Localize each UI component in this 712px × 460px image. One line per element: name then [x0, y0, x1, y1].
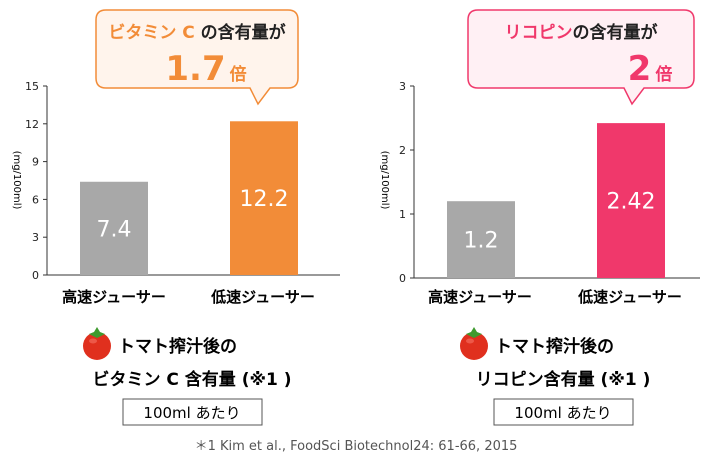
vitamin-c-y-tick-label: 6 — [32, 193, 39, 206]
vitamin-c-bubble-shape — [95, 9, 299, 106]
lycopene-unit-box — [493, 398, 634, 426]
lycopene-y-tick-label: 1 — [399, 208, 406, 221]
vitamin-c-caption-line1: トマト搾汁後の — [118, 336, 237, 357]
vitamin-c-unit-text: 100ml あたり — [143, 404, 240, 422]
vitamin-c-y-tick-label: 15 — [25, 80, 39, 93]
lycopene-y-axis-label: (mg/100ml) — [379, 151, 390, 210]
vitamin-c-y-axis: 0 3 6 9 12 15 — [25, 80, 48, 282]
vitamin-c-y-tick-label: 3 — [32, 231, 39, 244]
vitamin-c-bubble: ビタミン C の含有量が 1.7 倍 — [95, 9, 299, 106]
lycopene-y-tick-label: 0 — [399, 272, 406, 285]
lycopene-bar-value-label: 1.2 — [464, 229, 499, 254]
vitamin-c-caption-line2: ビタミン C 含有量 (※1 ) — [92, 369, 291, 390]
lycopene-bars: 1.2 2.42 — [447, 123, 665, 279]
tomato-icon-left — [83, 327, 111, 360]
lycopene-y-tick-label: 3 — [399, 80, 406, 93]
vitamin-c-chart: ビタミン C の含有量が 1.7 倍 (mg/100ml) 0 3 6 9 12 15 7.… — [11, 9, 340, 426]
lycopene-bubble-shape — [467, 9, 695, 106]
footnote: ＊1 Kim et al., FoodSci Biotechnol24: 61-… — [195, 439, 518, 454]
lycopene-bubble-headline: リコピンの含有量が — [505, 22, 658, 43]
lycopene-bar-high-speed — [447, 201, 515, 278]
lycopene-y-tick-label: 2 — [399, 144, 406, 157]
vitamin-c-y-axis-label: (mg/100ml) — [11, 151, 22, 210]
lycopene-unit-text: 100ml あたり — [514, 404, 611, 422]
vitamin-c-bar-low-speed — [230, 121, 298, 275]
lycopene-caption-line1: トマト搾汁後の — [495, 336, 614, 357]
vitamin-c-unit-box — [122, 398, 263, 426]
lycopene-caption-line2: リコピン含有量 (※1 ) — [476, 369, 651, 390]
vitamin-c-category-high-speed: 高速ジューサー — [62, 288, 166, 306]
lycopene-category-high-speed: 高速ジューサー — [428, 288, 532, 306]
vitamin-c-bar-high-speed — [80, 181, 148, 275]
vitamin-c-y-tick-label: 0 — [32, 269, 39, 282]
vitamin-c-bar-value-label: 7.4 — [97, 217, 132, 242]
vitamin-c-bars: 7.4 12.2 — [80, 121, 298, 275]
lycopene-y-axis: 0 1 2 3 — [399, 80, 415, 285]
lycopene-category-low-speed: 低速ジューサー — [577, 288, 682, 306]
vitamin-c-bar-value-label: 12.2 — [240, 187, 289, 212]
lycopene-bar-value-label: 2.42 — [607, 190, 656, 215]
vitamin-c-bubble-multiplier: 1.7 倍 — [165, 49, 246, 89]
vitamin-c-y-tick-label: 9 — [32, 156, 39, 169]
tomato-icon-right — [460, 327, 488, 360]
vitamin-c-category-low-speed: 低速ジューサー — [210, 288, 315, 306]
lycopene-bar-low-speed — [597, 123, 665, 279]
vitamin-c-bubble-headline: ビタミン C の含有量が — [108, 22, 285, 43]
vitamin-c-y-tick-label: 12 — [25, 118, 39, 131]
